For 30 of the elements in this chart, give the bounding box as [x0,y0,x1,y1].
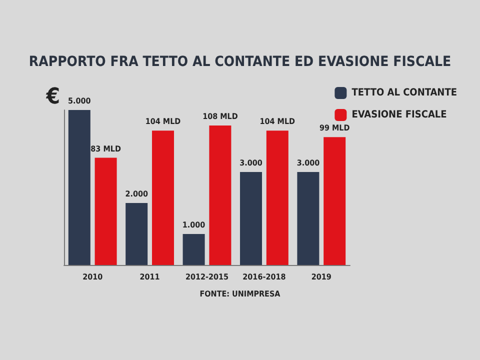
data-label: 104 MLD [145,117,181,126]
data-label: 2.000 [125,190,148,198]
bar [182,234,205,265]
y-axis-title: € [45,84,60,110]
bar [152,130,174,265]
bar [266,130,288,265]
x-tick-label: 2012-2015 [185,272,229,282]
data-label: 104 MLD [260,117,296,126]
bar [324,137,346,265]
data-label: 99 MLD [319,124,350,133]
chart-title: RAPPORTO FRA TETTO AL CONTANTE ED EVASIONE FISCALE [28,54,452,70]
x-tick-label: 2019 [311,272,332,282]
bar [126,203,148,265]
bar [94,158,117,265]
data-label: 83 MLD [90,144,121,154]
bar [209,126,232,265]
data-label: 5.000 [68,96,91,106]
source-note: FONTE: UNIMPRESA [200,290,281,298]
data-label: 3.000 [240,158,262,168]
data-label: 108 MLD [202,112,238,121]
x-tick-label: 2016-2018 [242,272,286,282]
data-label: 1.000 [182,220,206,230]
legend-label: TETTO AL CONTANTE [352,88,458,98]
x-tick-label: 2011 [140,272,160,282]
x-tick-label: 2010 [82,272,103,282]
bar [297,172,320,265]
bar [68,110,90,265]
bar [240,172,262,265]
data-label: 3.000 [296,158,320,168]
legend-label: EVASIONE FISCALE [352,110,447,120]
